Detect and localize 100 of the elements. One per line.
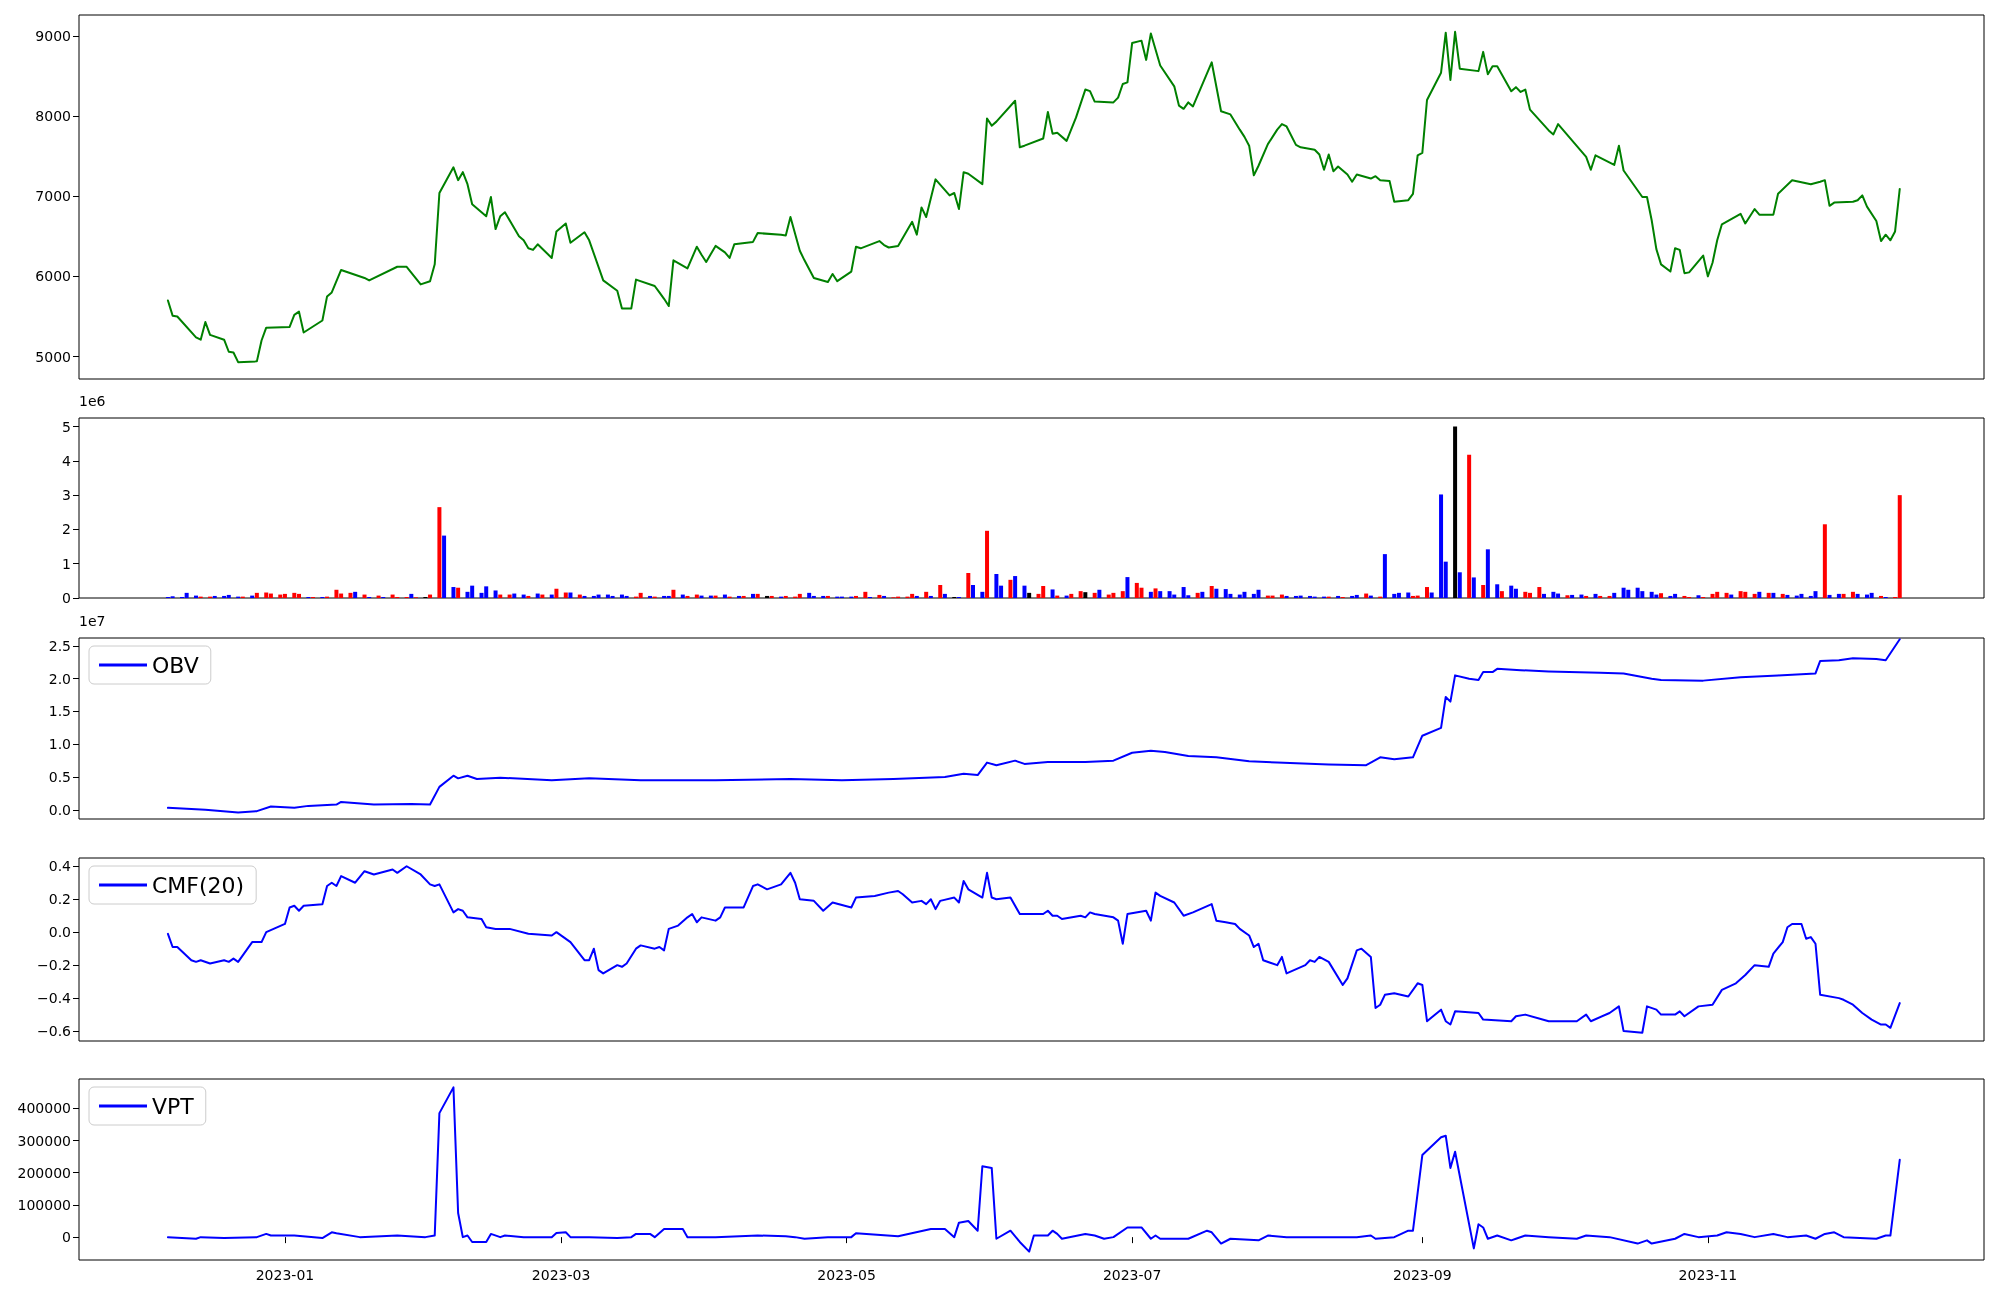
bar (1584, 595, 1589, 598)
bar (1013, 576, 1018, 598)
bar (821, 595, 826, 598)
bar (212, 595, 217, 598)
y-tick-label: 0 (62, 590, 71, 606)
bar (928, 595, 933, 598)
y-tick-label: 8000 (35, 108, 71, 125)
bar (1111, 592, 1116, 598)
legend-label: CMF(20) (152, 872, 245, 898)
bar (1668, 595, 1673, 598)
bar (1649, 591, 1654, 598)
bar (610, 595, 615, 598)
bar (1223, 589, 1228, 598)
bar (994, 574, 999, 598)
bar (1780, 593, 1785, 598)
bar (1509, 585, 1514, 598)
bar (807, 592, 812, 598)
y-tick-label: 0 (62, 1229, 71, 1246)
bar (1242, 591, 1247, 598)
bar (1041, 586, 1046, 598)
bar (638, 592, 643, 598)
bar (563, 592, 568, 598)
y-tick-label: 6000 (35, 268, 71, 285)
bar (437, 507, 442, 598)
bar (1635, 587, 1640, 598)
x-tick-label: 2023-07 (1102, 1267, 1162, 1283)
bar (1167, 591, 1172, 598)
bar (353, 591, 358, 598)
bar (1640, 591, 1645, 598)
bar (1724, 592, 1729, 598)
bar (1766, 592, 1771, 598)
bar (648, 595, 653, 598)
bar (1181, 587, 1186, 598)
bar (1134, 582, 1139, 598)
bar (1350, 595, 1355, 598)
bar (1471, 577, 1476, 598)
bar (1897, 495, 1902, 598)
bar (1209, 586, 1214, 598)
bar (914, 595, 919, 598)
bar (1382, 554, 1387, 598)
bar (222, 595, 227, 598)
bar (1195, 592, 1200, 598)
bar (1752, 593, 1757, 598)
bar (292, 592, 297, 598)
bar (1392, 593, 1397, 598)
bar (1570, 594, 1575, 598)
bar (938, 584, 943, 598)
bar (1022, 585, 1027, 598)
bar (282, 593, 287, 598)
bar (1485, 549, 1490, 598)
y-tick-label: 4 (62, 452, 72, 469)
bar (1855, 593, 1860, 598)
y-tick-label: 1.5 (48, 703, 71, 720)
bar (1148, 591, 1153, 598)
bar (853, 595, 858, 598)
bar (1771, 592, 1776, 598)
bar (484, 586, 489, 598)
bar (1813, 591, 1818, 598)
legend-label: OBV (152, 652, 199, 678)
y-tick-label: 200000 (17, 1164, 71, 1181)
bar (980, 591, 985, 598)
bar (942, 593, 947, 598)
bar (1125, 577, 1130, 598)
bar (1499, 591, 1504, 598)
bar (1607, 595, 1612, 598)
bar (526, 595, 531, 598)
bar (296, 593, 301, 598)
bar (1406, 592, 1411, 598)
bar (1715, 591, 1720, 598)
bar (970, 584, 975, 598)
bar (1097, 589, 1102, 598)
bar (1214, 588, 1219, 598)
bar (1513, 588, 1518, 598)
bar (685, 595, 690, 598)
bar (442, 535, 447, 598)
bar (985, 530, 990, 598)
bar (1537, 587, 1542, 598)
bar (1396, 592, 1401, 598)
bar (1467, 454, 1472, 598)
bar (1158, 591, 1163, 598)
bar (1429, 592, 1434, 598)
bar (254, 592, 259, 598)
y-tick-label: 0.2 (48, 891, 71, 908)
bar (924, 591, 929, 598)
bar (1153, 588, 1158, 598)
bar (1598, 595, 1603, 598)
bar (1827, 594, 1832, 598)
bar (1354, 594, 1359, 598)
bar (1738, 591, 1743, 598)
y-tick-label: 0.0 (48, 801, 71, 818)
y-tick-label: 100000 (17, 1196, 71, 1213)
y-tick-label: 5 (62, 418, 71, 435)
bar (1808, 595, 1813, 598)
bar (1481, 584, 1486, 598)
line-series (166, 30, 1901, 364)
bar (1284, 595, 1289, 598)
bar (783, 595, 788, 598)
bar (334, 589, 339, 598)
bar (264, 592, 269, 598)
bar (882, 595, 887, 598)
